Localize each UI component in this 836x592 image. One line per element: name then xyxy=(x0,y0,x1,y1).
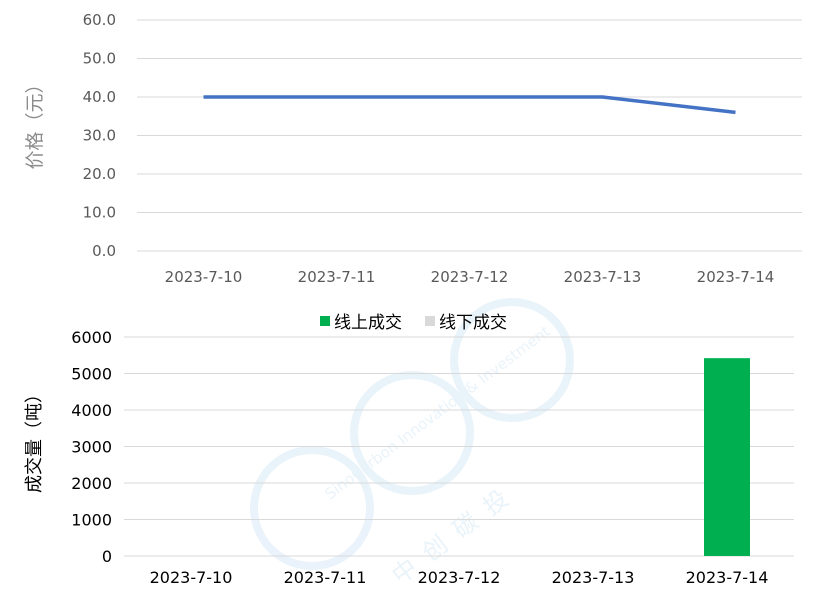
volume-y-tick-label: 4000 xyxy=(71,401,112,420)
price-x-ticks: 2023-7-10 2023-7-11 2023-7-12 2023-7-13 2023… xyxy=(165,268,775,286)
price-y-tick-label: 60.0 xyxy=(83,11,116,29)
price-x-tick-label: 2023-7-12 xyxy=(431,268,509,286)
legend-swatch xyxy=(320,316,330,326)
volume-bar xyxy=(704,358,750,556)
volume-y-tick-label: 3000 xyxy=(71,438,112,457)
price-x-tick-label: 2023-7-13 xyxy=(564,268,642,286)
price-gridlines xyxy=(137,19,802,252)
price-x-tick-label: 2023-7-10 xyxy=(165,268,243,286)
volume-x-tick-label: 2023-7-14 xyxy=(686,568,769,587)
price-y-tick-label: 0.0 xyxy=(92,242,116,260)
volume-y-tick-label: 6000 xyxy=(71,328,112,347)
price-series-line xyxy=(203,95,736,115)
legend-label: 线下成交 xyxy=(439,313,507,333)
price-y-tick-label: 50.0 xyxy=(83,50,116,68)
legend-label: 线上成交 xyxy=(334,313,402,333)
legend-swatch xyxy=(425,316,435,326)
volume-y-tick-label: 1000 xyxy=(71,511,112,530)
price-y-tick-label: 30.0 xyxy=(83,127,116,145)
watermark-ring-1 xyxy=(250,446,374,570)
legend-item: 线上成交 xyxy=(320,313,402,333)
volume-bars xyxy=(704,358,750,556)
price-y-tick-label: 20.0 xyxy=(83,165,116,183)
volume-x-tick-label: 2023-7-10 xyxy=(150,568,233,587)
price-y-axis-label: 价格（元） xyxy=(24,74,46,169)
price-y-tick-label: 10.0 xyxy=(83,204,116,222)
volume-chart: 线上成交 线下成交 0 1000 2000 3000 4000 5000 6000 2023-… xyxy=(24,313,794,587)
legend-item: 线下成交 xyxy=(425,313,507,333)
price-y-ticks: 0.0 10.0 20.0 30.0 40.0 50.0 60.0 xyxy=(83,11,116,260)
price-series xyxy=(203,95,736,115)
volume-x-tick-label: 2023-7-12 xyxy=(418,568,501,587)
watermark-ring-3 xyxy=(450,298,574,422)
volume-y-ticks: 0 1000 2000 3000 4000 5000 6000 xyxy=(71,328,112,566)
volume-y-tick-label: 0 xyxy=(102,547,112,566)
price-y-tick-label: 40.0 xyxy=(83,88,116,106)
watermark-ring-2 xyxy=(350,371,474,495)
price-x-tick-label: 2023-7-14 xyxy=(697,268,775,286)
volume-y-axis-label: 成交量（吨） xyxy=(24,385,45,493)
volume-x-ticks: 2023-7-10 2023-7-11 2023-7-12 2023-7-13 2023… xyxy=(150,568,769,587)
volume-x-tick-label: 2023-7-11 xyxy=(284,568,367,587)
volume-legend: 线上成交 线下成交 xyxy=(320,313,507,333)
watermark-logo: SinoCarbon Innovation & Investment 中创碳投 xyxy=(250,298,574,590)
volume-y-tick-label: 2000 xyxy=(71,474,112,493)
volume-x-tick-label: 2023-7-13 xyxy=(552,568,635,587)
price-chart: 0.010.020.030.040.050.060.0 2023-7-10 202… xyxy=(24,11,802,286)
volume-gridlines xyxy=(124,336,794,557)
price-x-tick-label: 2023-7-11 xyxy=(298,268,376,286)
volume-y-tick-label: 5000 xyxy=(71,365,112,384)
